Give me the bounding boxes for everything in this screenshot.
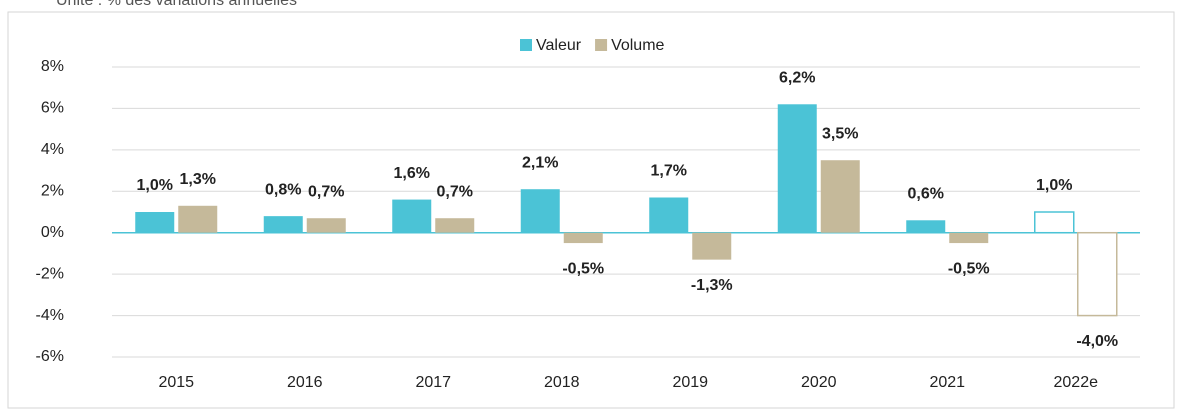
bar	[906, 220, 946, 233]
x-tick-label: 2022e	[1054, 374, 1099, 391]
bar	[135, 212, 175, 233]
bar	[392, 199, 432, 233]
bar	[306, 218, 346, 233]
bar	[777, 104, 817, 233]
bar	[263, 216, 303, 233]
value-label: 0,7%	[308, 183, 344, 200]
legend-label: Volume	[611, 37, 664, 54]
y-tick-label: 0%	[41, 224, 64, 241]
bar	[178, 205, 218, 233]
y-tick-label: -6%	[36, 348, 64, 365]
value-label: 1,0%	[1036, 177, 1072, 194]
y-tick-label: 4%	[41, 141, 64, 158]
x-tick-label: 2020	[801, 374, 837, 391]
bar	[520, 189, 560, 233]
value-label: 1,3%	[180, 171, 216, 188]
legend-swatch	[595, 39, 608, 51]
value-label: -0,5%	[562, 260, 604, 277]
x-tick-label: 2019	[672, 374, 708, 391]
x-tick-label: 2017	[415, 374, 451, 391]
legend-label: Valeur	[536, 37, 582, 54]
y-tick-label: 2%	[41, 183, 64, 200]
chart-subtitle: Unité : % des variations annuelles	[56, 0, 297, 9]
value-label: -1,3%	[691, 277, 733, 294]
y-tick-label: 8%	[41, 58, 64, 75]
y-tick-label: 6%	[41, 100, 64, 117]
value-label: 0,7%	[437, 183, 473, 200]
y-tick-label: -4%	[36, 307, 64, 324]
bar	[649, 197, 689, 233]
y-tick-label: -2%	[36, 265, 64, 282]
bar	[1077, 231, 1118, 317]
value-label: -0,5%	[948, 260, 990, 277]
x-tick-label: 2016	[287, 374, 323, 391]
x-tick-label: 2015	[158, 374, 194, 391]
value-label: 0,6%	[908, 186, 944, 203]
value-label: 2,1%	[522, 154, 558, 171]
bar	[1034, 211, 1075, 234]
value-label: 0,8%	[265, 181, 301, 198]
bar	[949, 232, 989, 244]
value-label: -4,0%	[1076, 333, 1118, 350]
value-label: 1,7%	[651, 163, 687, 180]
bar	[563, 232, 603, 244]
bar	[820, 160, 860, 233]
bar	[692, 232, 732, 260]
value-label: 6,2%	[779, 70, 815, 87]
x-tick-label: 2021	[929, 374, 965, 391]
legend-swatch	[520, 39, 532, 51]
value-label: 1,6%	[394, 165, 430, 182]
x-tick-label: 2018	[544, 374, 580, 391]
value-label: 3,5%	[822, 125, 858, 142]
bar	[435, 218, 475, 233]
value-label: 1,0%	[137, 177, 173, 194]
